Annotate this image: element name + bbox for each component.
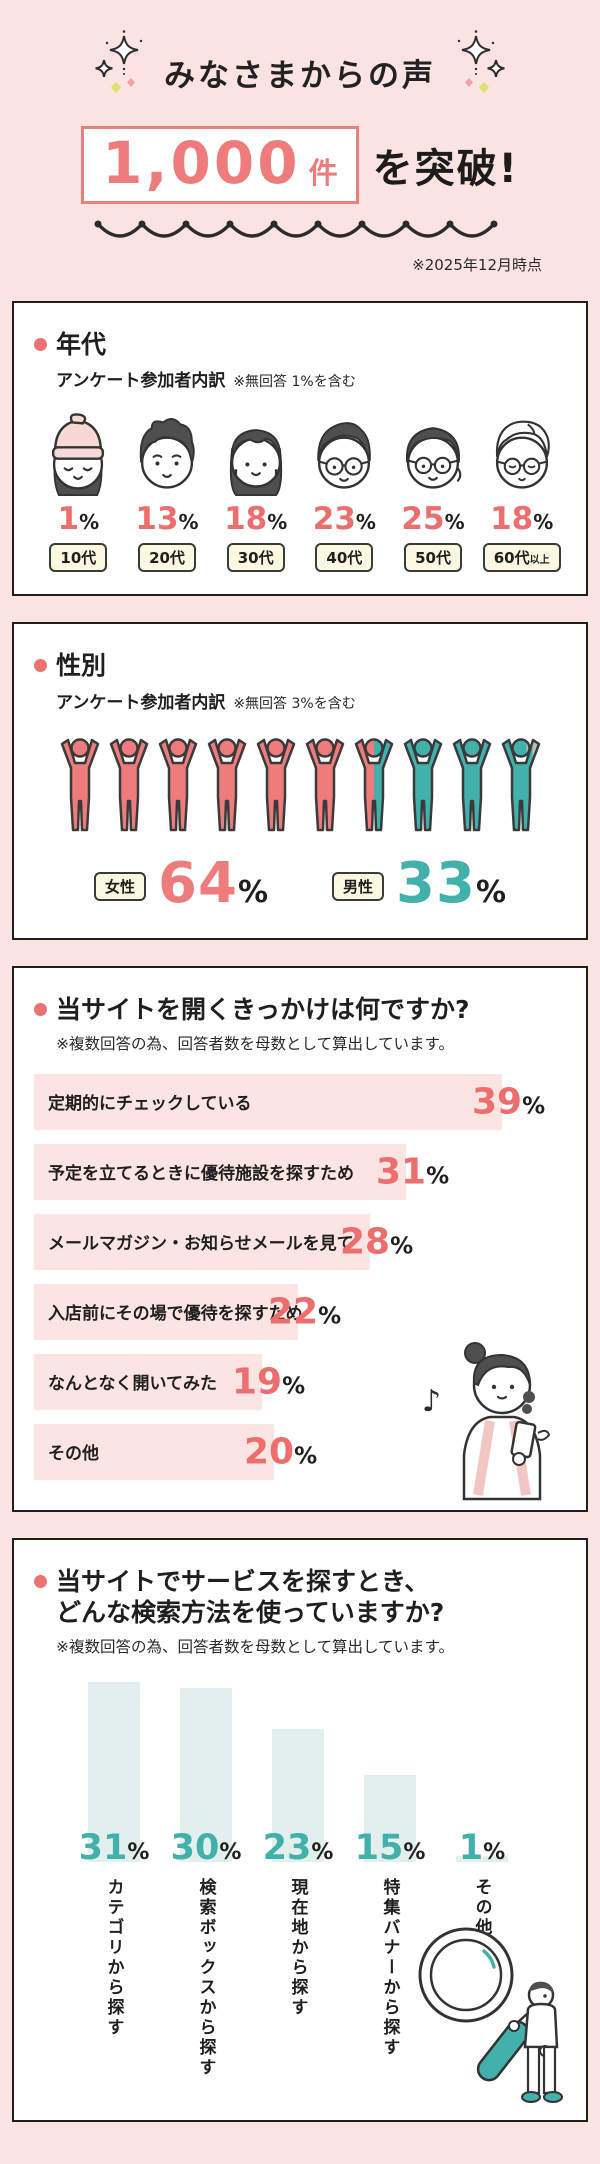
count-suffix: を突破! — [372, 146, 519, 192]
search-bar-column: 1% その他 — [436, 1673, 528, 2098]
trigger-bar: なんとなく開いてみた — [34, 1353, 262, 1410]
trigger-bar-row: なんとなく開いてみた 19% — [34, 1353, 566, 1410]
bullet-icon — [34, 659, 47, 673]
face-60s-icon — [495, 420, 550, 489]
age-row: 1% 10代 13% 20代 — [34, 409, 566, 573]
search-section-title-line2: どんな検索方法を使っていますか? — [56, 1598, 445, 1627]
trigger-section-card: 当サイトを開くきっかけは何ですか? ※複数回答の為、回答者数を母数として算出して… — [12, 965, 588, 1512]
age-item-10s: 1% 10代 — [34, 409, 123, 573]
person-female-icon — [158, 737, 197, 831]
trigger-bar-row: 入店前にその場で優待を探すため 22% — [34, 1283, 566, 1340]
age-tag: 20代 — [138, 543, 196, 573]
bullet-icon — [34, 1002, 47, 1016]
page-title: みなさまからの声 — [164, 57, 436, 94]
trigger-bar: 予定を立てるときに優待施設を探すため — [34, 1143, 406, 1200]
person-split-icon — [354, 737, 393, 831]
person-male-gray-icon — [501, 737, 540, 831]
search-bar-column: 30% 検索ボックスから探す — [160, 1673, 252, 2098]
age-tag: 30代 — [226, 543, 285, 573]
face-40s-icon — [317, 422, 372, 489]
bullet-icon — [34, 338, 47, 352]
search-bar-column: 23% 現在地から探す — [252, 1673, 344, 2098]
man-with-magnifier-illustration — [418, 1927, 563, 2104]
count-number: 1,000 — [102, 129, 301, 197]
search-bar — [272, 1728, 324, 1863]
search-section-title-line1: 当サイトでサービスを探すとき、 — [34, 1566, 566, 1597]
trigger-bar: その他 — [34, 1423, 274, 1480]
gender-section-note: ※無回答 3%を含む — [233, 695, 356, 712]
age-tag: 10代 — [49, 543, 108, 573]
search-bar-column: 31% カテゴリから探す — [68, 1673, 160, 2098]
age-item-20s: 13% 20代 — [123, 409, 212, 573]
gender-female-tag: 女性 — [93, 871, 146, 901]
woman-with-phone-illustration: ♪ — [422, 1341, 551, 1500]
search-bar-label: その他 — [471, 1878, 492, 1939]
person-female-icon — [207, 737, 246, 831]
face-50s-icon — [406, 427, 462, 489]
bullet-icon — [34, 1574, 47, 1588]
gender-female-value: 女性 64% — [93, 851, 268, 916]
age-item-60s: 18% 60代 以上 — [477, 409, 566, 573]
age-tag: 50代 — [404, 543, 462, 573]
gender-section-title: 性別 — [34, 650, 566, 681]
trigger-bar: 入店前にその場で優待を探すため — [34, 1283, 303, 1340]
age-item-50s: 25% 50代 — [389, 409, 478, 573]
sparkle-icon — [457, 30, 505, 93]
trigger-bar-row: メールマガジン・お知らせメールを見て 28% — [34, 1213, 566, 1270]
face-10s-icon — [52, 413, 105, 497]
search-bar-column: 15% 特集バナーから探す — [344, 1673, 436, 2098]
search-bar-label: カテゴリから探す — [103, 1878, 124, 2039]
search-bar-label: 現在地から探す — [287, 1878, 308, 2019]
age-section-note: ※無回答 1%を含む — [233, 374, 356, 391]
search-bar — [88, 1682, 140, 1863]
trigger-bar-row: その他 20% — [34, 1423, 566, 1480]
age-tag: 40代 — [315, 543, 374, 573]
trigger-bar: メールマガジン・お知らせメールを見て — [34, 1213, 370, 1270]
age-section-card: 年代 アンケート参加者内訳 ※無回答 1%を含む 1% 10代 — [12, 301, 588, 597]
age-tag: 60代 以上 — [482, 543, 561, 573]
search-bar — [456, 1856, 508, 1863]
search-bar — [180, 1688, 232, 1863]
search-bar-chart: 31% カテゴリから探す 30% 検索ボックスから探す 23% 現在地から探す — [68, 1673, 566, 2098]
gender-values: 女性 64% 男性 33% — [34, 851, 566, 916]
wave-divider — [94, 220, 498, 238]
trigger-bar-row: 予定を立てるときに優待施設を探すため 31% — [34, 1143, 566, 1200]
search-bar-label: 特集バナーから探す — [379, 1878, 400, 2059]
trigger-bars: 定期的にチェックしている 39% 予定を立てるときに優待施設を探すため 31% … — [34, 1073, 566, 1480]
search-section-note: ※複数回答の為、回答者数を母数として算出しています。 — [56, 1638, 455, 1657]
person-male-icon — [452, 737, 491, 831]
count-box: 1,000 件 — [81, 126, 359, 204]
search-section-card: 当サイトでサービスを探すとき、 どんな検索方法を使っていますか? ※複数回答の為… — [12, 1537, 588, 2123]
gender-section-card: 性別 アンケート参加者内訳 ※無回答 3%を含む 女性 64% 男性 — [12, 622, 588, 940]
age-section-subtitle: アンケート参加者内訳 ※無回答 1%を含む — [56, 371, 356, 392]
age-section-title: 年代 — [34, 329, 566, 360]
trigger-bar: 定期的にチェックしている — [34, 1073, 502, 1130]
trigger-bar-row: 定期的にチェックしている 39% — [34, 1073, 566, 1130]
gender-pictogram — [34, 737, 566, 835]
person-female-icon — [305, 737, 344, 831]
music-note-icon: ♪ — [422, 1384, 441, 1419]
person-male-icon — [403, 737, 442, 831]
gender-male-value: 男性 33% — [332, 851, 506, 916]
search-bar — [364, 1775, 416, 1863]
sparkle-icon — [95, 30, 143, 93]
gender-male-tag: 男性 — [332, 871, 385, 901]
trigger-section-title: 当サイトを開くきっかけは何ですか? — [34, 994, 566, 1025]
face-20s-icon — [139, 418, 195, 489]
face-30s-icon — [229, 429, 282, 497]
person-female-icon — [109, 737, 148, 831]
date-note: ※2025年12月時点 — [412, 256, 542, 274]
person-female-icon — [60, 737, 99, 831]
trigger-section-note: ※複数回答の為、回答者数を母数として算出しています。 — [56, 1034, 455, 1053]
search-bar-label: 検索ボックスから探す — [195, 1878, 216, 2079]
person-female-icon — [256, 737, 295, 831]
gender-section-subtitle: アンケート参加者内訳 ※無回答 3%を含む — [56, 692, 356, 713]
count-unit: 件 — [308, 156, 338, 190]
age-item-30s: 18% 30代 — [211, 409, 300, 573]
age-item-40s: 23% 40代 — [300, 409, 389, 573]
header: みなさまからの声 1,000 件 を突破! — [12, 0, 588, 275]
